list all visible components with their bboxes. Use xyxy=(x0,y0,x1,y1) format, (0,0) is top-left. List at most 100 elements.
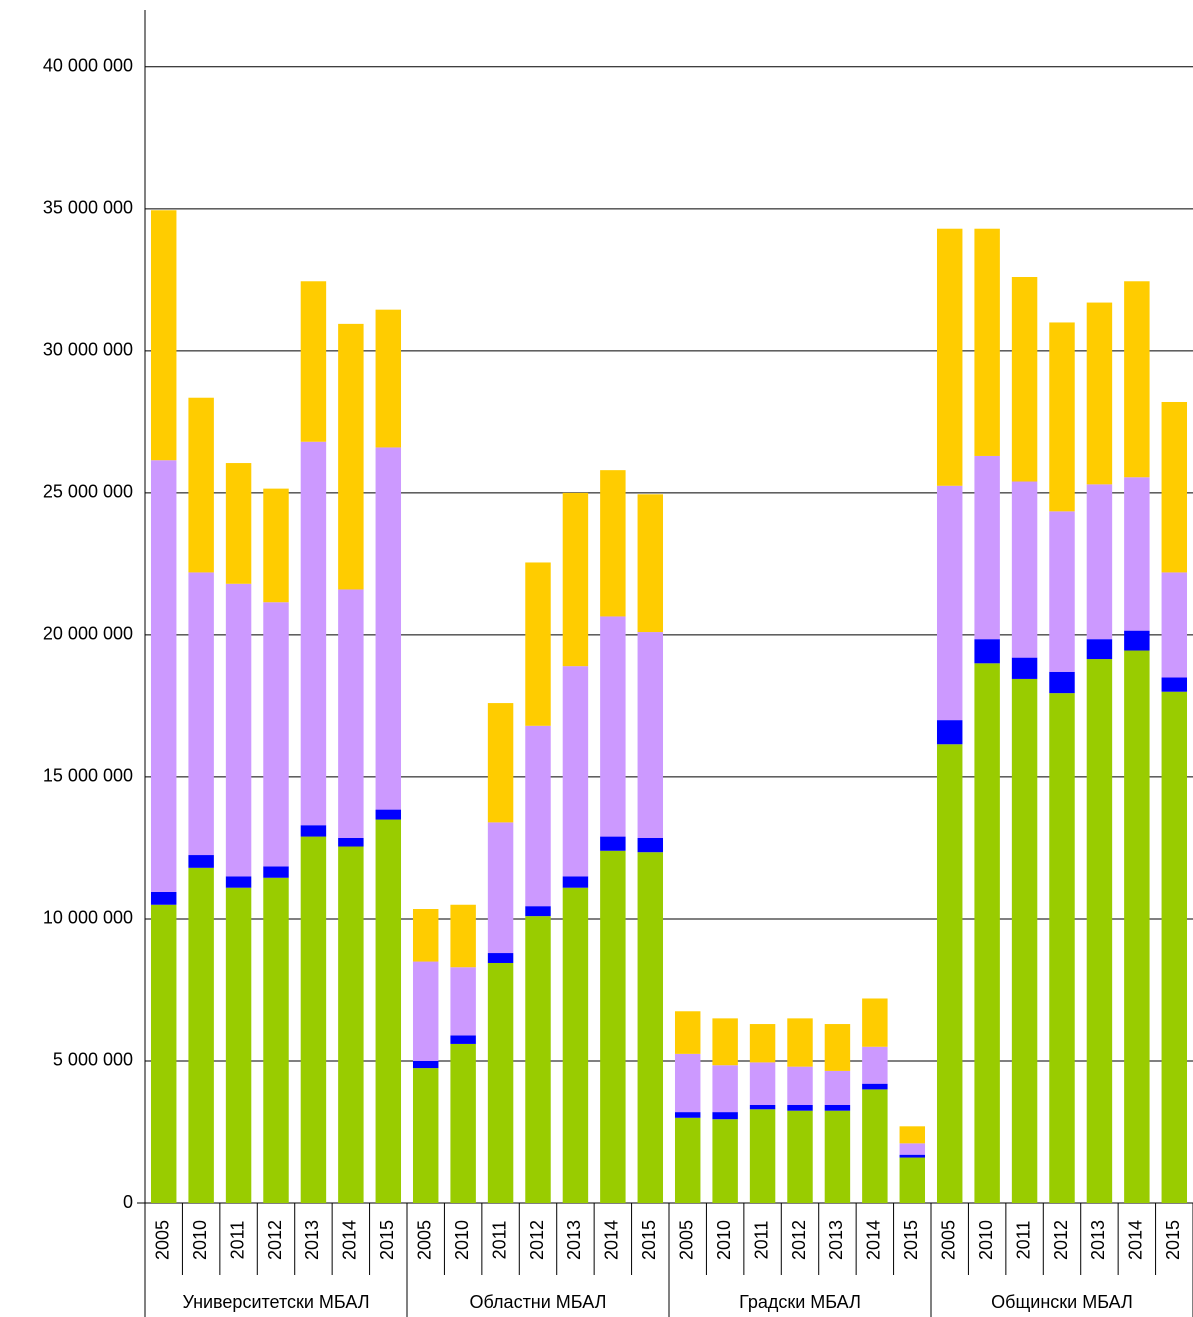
bar-segment xyxy=(338,323,364,590)
bar-segment xyxy=(712,1119,738,1203)
bar-segment xyxy=(1086,659,1113,1203)
x-tick-label: 2012 xyxy=(265,1220,285,1260)
bar-segment xyxy=(749,1105,776,1110)
bar-segment xyxy=(637,852,664,1203)
x-tick-label: 2013 xyxy=(826,1220,846,1260)
bar-segment xyxy=(1124,477,1150,631)
x-tick-label: 2011 xyxy=(751,1221,771,1260)
bar-segment xyxy=(600,616,626,837)
y-tick-label: 25 000 000 xyxy=(43,482,133,502)
bar-segment xyxy=(974,455,1000,640)
x-tick-label: 2015 xyxy=(639,1220,659,1260)
bar-segment xyxy=(862,1083,888,1090)
y-tick-label: 0 xyxy=(123,1192,133,1212)
bar-segment xyxy=(1011,277,1038,482)
bar-segment xyxy=(338,846,364,1203)
bar-segment xyxy=(674,1117,701,1203)
bar-segment xyxy=(637,494,664,633)
bar-segment xyxy=(150,210,177,461)
bar-segment xyxy=(674,1053,701,1113)
bar-segment xyxy=(375,309,402,448)
bar-segment xyxy=(787,1018,813,1067)
bar-segment xyxy=(1124,650,1150,1203)
bar-segment xyxy=(862,1089,888,1203)
x-tick-label: 2015 xyxy=(377,1220,397,1260)
bar-segment xyxy=(936,720,963,745)
bar-segment xyxy=(412,1068,439,1203)
x-tick-label: 2011 xyxy=(227,1221,247,1260)
x-tick-label: 2013 xyxy=(302,1220,322,1260)
bar-segment xyxy=(600,850,626,1203)
bar-segment xyxy=(1124,281,1150,478)
bar-segment xyxy=(1086,484,1113,640)
bar-segment xyxy=(487,703,514,823)
bar-segment xyxy=(150,904,177,1203)
bar-segment xyxy=(749,1024,776,1063)
bar-segment xyxy=(1011,678,1038,1203)
y-tick-label: 40 000 000 xyxy=(43,56,133,76)
x-tick-label: 2011 xyxy=(489,1221,509,1260)
bar-segment xyxy=(525,916,551,1203)
bar-segment xyxy=(338,837,364,847)
bar-segment xyxy=(824,1110,851,1203)
bar-segment xyxy=(862,998,888,1047)
bar-segment xyxy=(787,1110,813,1203)
bar-segment xyxy=(899,1143,926,1155)
bar-segment xyxy=(562,876,589,888)
bar-segment xyxy=(263,877,289,1203)
bar-segment xyxy=(637,837,664,853)
x-tick-label: 2010 xyxy=(190,1220,210,1260)
bar-segment xyxy=(450,1035,476,1044)
bar-segment xyxy=(1049,693,1075,1203)
x-tick-label: 2013 xyxy=(564,1220,584,1260)
x-tick-label: 2005 xyxy=(938,1220,958,1260)
bar-segment xyxy=(338,589,364,838)
bar-segment xyxy=(1161,401,1188,573)
bar-segment xyxy=(562,887,589,1203)
bar-segment xyxy=(787,1066,813,1106)
bar-segment xyxy=(263,866,289,878)
x-tick-label: 2005 xyxy=(152,1220,172,1260)
bar-segment xyxy=(1086,302,1113,485)
bar-segment xyxy=(450,967,476,1036)
bar-segment xyxy=(936,744,963,1203)
x-tick-label: 2012 xyxy=(789,1220,809,1260)
bar-segment xyxy=(412,1060,439,1069)
group-label: Университетски МБАЛ xyxy=(182,1292,369,1312)
bar-segment xyxy=(974,663,1000,1203)
bar-segment xyxy=(1124,630,1150,651)
x-tick-label: 2010 xyxy=(452,1220,472,1260)
y-tick-label: 30 000 000 xyxy=(43,340,133,360)
y-tick-label: 10 000 000 xyxy=(43,908,133,928)
x-tick-label: 2015 xyxy=(901,1220,921,1260)
x-tick-label: 2015 xyxy=(1163,1220,1183,1260)
bar-segment xyxy=(225,583,252,877)
bar-segment xyxy=(600,836,626,851)
bar-segment xyxy=(974,228,1000,456)
bar-segment xyxy=(674,1112,701,1118)
bar-segment xyxy=(562,666,589,877)
bar-segment xyxy=(225,876,252,888)
bar-segment xyxy=(1161,572,1188,678)
bar-segment xyxy=(525,906,551,917)
bar-segment xyxy=(1161,691,1188,1203)
bar-segment xyxy=(1161,677,1188,692)
bar-segment xyxy=(450,1043,476,1203)
bar-segment xyxy=(637,632,664,838)
bar-segment xyxy=(749,1062,776,1106)
bar-segment xyxy=(712,1065,738,1113)
y-tick-label: 20 000 000 xyxy=(43,624,133,644)
bar-segment xyxy=(412,909,439,962)
x-tick-label: 2005 xyxy=(676,1220,696,1260)
bar-segment xyxy=(712,1018,738,1066)
bar-segment xyxy=(749,1109,776,1203)
bar-segment xyxy=(1086,639,1113,660)
bar-segment xyxy=(824,1024,851,1071)
bar-segment xyxy=(1011,481,1038,658)
y-tick-label: 5 000 000 xyxy=(53,1050,133,1070)
bar-segment xyxy=(899,1154,926,1158)
bar-segment xyxy=(263,488,289,603)
x-tick-label: 2012 xyxy=(1051,1220,1071,1260)
bar-segment xyxy=(899,1126,926,1144)
